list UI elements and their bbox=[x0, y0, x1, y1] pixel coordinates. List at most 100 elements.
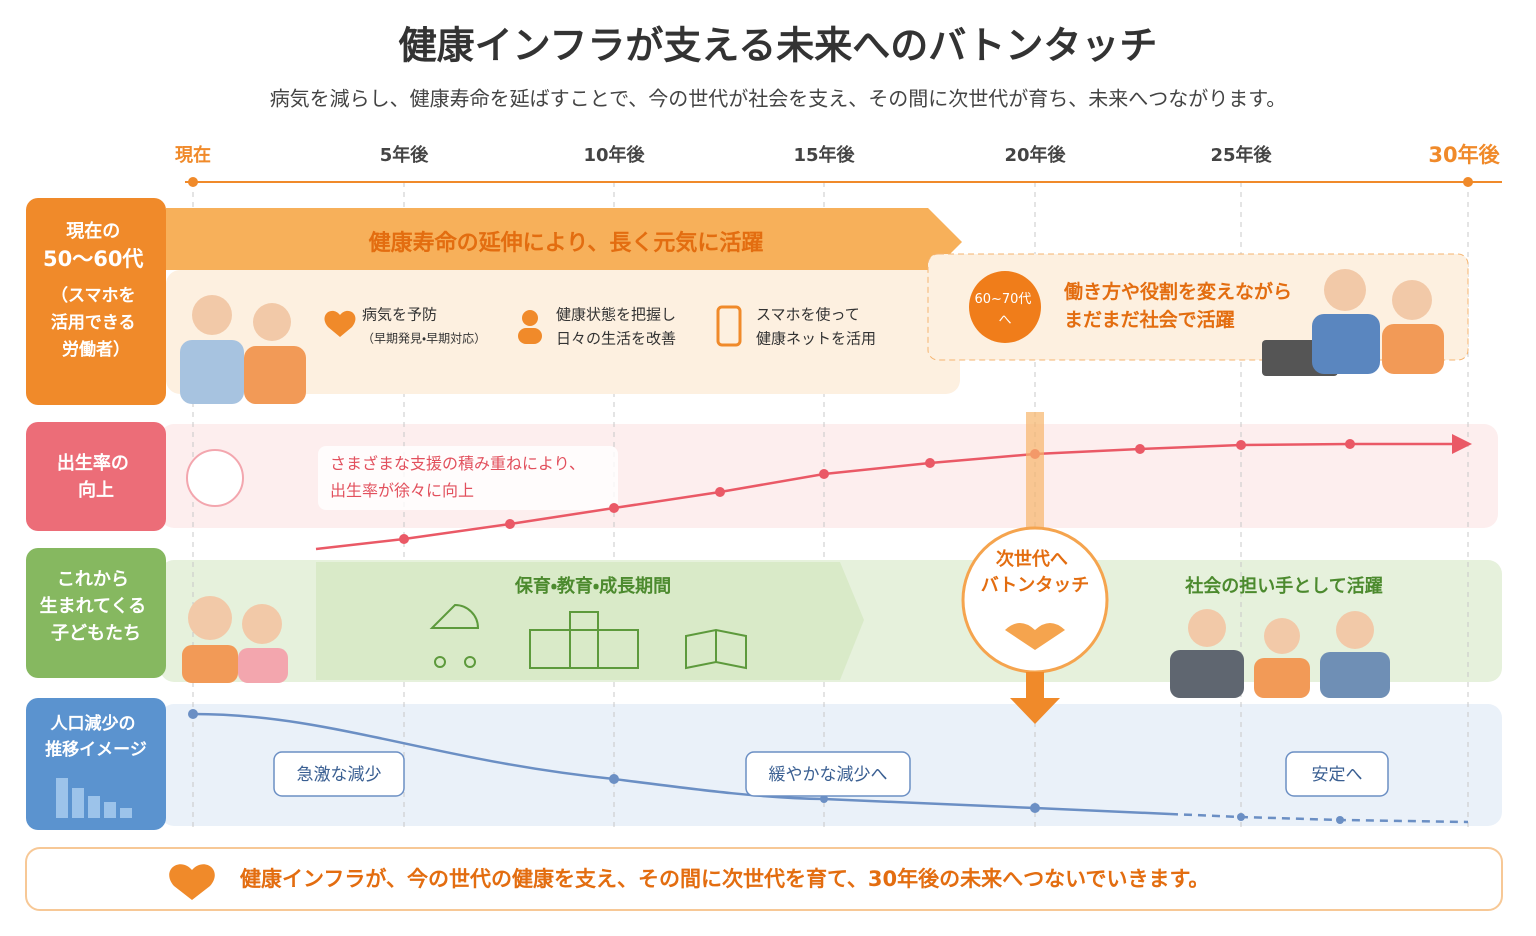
note-line: 出生率が徐々に向上 bbox=[330, 481, 474, 500]
note-line: 働き方や役割を変えながら bbox=[1063, 280, 1292, 303]
workers-icon bbox=[1170, 609, 1390, 698]
population-forecast bbox=[1169, 812, 1469, 824]
badge bbox=[969, 271, 1041, 343]
callout-text: 緩やかな減少へ bbox=[769, 765, 888, 785]
feature-title: 健康状態を把握し bbox=[556, 306, 676, 324]
seniors-icon bbox=[1262, 269, 1444, 376]
handoff-text: 次世代へ バトンタッチ bbox=[981, 548, 1090, 596]
dot bbox=[1336, 816, 1344, 824]
handoff-stem bbox=[1026, 412, 1044, 532]
face bbox=[192, 295, 232, 335]
wheel bbox=[464, 656, 476, 668]
dot bbox=[188, 709, 198, 719]
feature-sub: 日々の生活を改善 bbox=[556, 330, 676, 348]
bar-icon bbox=[88, 796, 100, 818]
callout-box bbox=[745, 751, 911, 797]
wheel bbox=[434, 656, 446, 668]
face bbox=[1264, 618, 1300, 654]
row-label: 人口減少の 推移イメージ bbox=[45, 713, 147, 760]
face bbox=[188, 596, 232, 640]
feature-sub: （早期発見・早期対応） bbox=[362, 332, 486, 346]
body bbox=[1170, 650, 1244, 698]
face bbox=[1392, 280, 1432, 320]
phase-arrow bbox=[316, 562, 864, 680]
dot bbox=[609, 503, 619, 513]
feature-title: スマホを使って bbox=[756, 306, 860, 324]
timeline-label: 現在 bbox=[175, 144, 211, 166]
callout-box bbox=[1285, 751, 1389, 797]
dot bbox=[820, 795, 828, 803]
label-line: 活用できる bbox=[51, 312, 136, 333]
dot bbox=[609, 774, 619, 784]
handoff-arrow bbox=[1010, 672, 1060, 724]
baby-icon bbox=[186, 449, 244, 507]
badge-text: 60~70代 へ bbox=[974, 292, 1035, 328]
children-icon bbox=[182, 596, 288, 683]
future-note: 働き方や役割を変えながら まだまだ社会で活躍 bbox=[1063, 280, 1299, 331]
person-icon bbox=[522, 310, 538, 326]
label-line: 50〜60代 bbox=[43, 247, 143, 271]
note-box bbox=[318, 446, 618, 510]
dot bbox=[1345, 439, 1355, 449]
callout-boxes bbox=[273, 751, 1389, 797]
callout-box bbox=[273, 751, 405, 797]
row-label-box bbox=[26, 198, 166, 405]
label-line: 現在の bbox=[66, 220, 120, 242]
note-line: さまざまな支援の積み重ねにより、 bbox=[330, 454, 585, 473]
arrow-head bbox=[1452, 434, 1472, 454]
dot bbox=[925, 458, 935, 468]
decline-icon bbox=[56, 778, 132, 818]
row-note: さまざまな支援の積み重ねにより、 出生率が徐々に向上 bbox=[330, 454, 590, 500]
bar-icon bbox=[72, 788, 84, 818]
label-line: （スマホを bbox=[51, 285, 136, 306]
timeline-label: 5年後 bbox=[380, 144, 430, 166]
body bbox=[180, 340, 244, 404]
bar-icon bbox=[104, 802, 116, 818]
label-line: これから bbox=[57, 569, 129, 590]
row-label: 出生率の 向上 bbox=[57, 452, 135, 501]
handoff-line: バトンタッチ bbox=[981, 575, 1090, 596]
label-line: 向上 bbox=[78, 479, 114, 501]
face bbox=[1188, 609, 1226, 647]
body bbox=[1382, 324, 1444, 374]
timeline-label: 10年後 bbox=[583, 144, 645, 166]
row-label: 現在の 50〜60代 （スマホを 活用できる 労働者） bbox=[43, 220, 149, 360]
stroller-icon bbox=[429, 603, 480, 629]
timeline-dot bbox=[1463, 177, 1473, 187]
phone-icon bbox=[716, 305, 742, 347]
row-label: これから 生まれてくる 子どもたち bbox=[40, 569, 153, 644]
feature-sub: 健康ネットを活用 bbox=[756, 330, 876, 348]
population-line bbox=[192, 712, 1171, 816]
label-line: 出生率の bbox=[57, 452, 129, 474]
subtitle: 病気を減らし、健康寿命を延ばすことで、今の世代が社会を支え、その間に次世代が育ち… bbox=[270, 87, 1287, 111]
badge-line: へ bbox=[998, 313, 1011, 328]
dot bbox=[399, 534, 409, 544]
callout-text: 急激な減少 bbox=[297, 765, 382, 785]
label-line: 推移イメージ bbox=[45, 739, 147, 760]
face bbox=[1336, 611, 1374, 649]
school-tower bbox=[569, 611, 599, 669]
face bbox=[253, 303, 291, 341]
feature-title: 病気を予防 bbox=[362, 306, 437, 324]
label-line: 生まれてくる bbox=[40, 595, 147, 617]
heart-icon bbox=[324, 310, 356, 337]
body bbox=[1254, 658, 1310, 698]
book-icon bbox=[685, 628, 747, 670]
footer-text: 健康インフラが、今の世代の健康を支え、その間に次世代を育て、30年後の未来へつな… bbox=[239, 867, 1209, 891]
label-line: 子どもたち bbox=[51, 623, 141, 644]
body bbox=[182, 645, 238, 683]
banner-text: 健康寿命の延伸により、長く元気に活躍 bbox=[368, 230, 764, 256]
body bbox=[244, 346, 306, 404]
face bbox=[242, 604, 282, 644]
dot bbox=[1236, 440, 1246, 450]
phase-icons bbox=[429, 603, 747, 670]
badge-line: 60~70代 bbox=[974, 292, 1031, 307]
person-icon bbox=[518, 328, 542, 344]
bar-icon bbox=[120, 808, 132, 818]
handoff-line: 次世代へ bbox=[996, 548, 1068, 570]
dot bbox=[1030, 803, 1040, 813]
birth-rate-line bbox=[315, 442, 1455, 551]
dot bbox=[505, 519, 515, 529]
timeline-label: 25年後 bbox=[1210, 144, 1272, 166]
